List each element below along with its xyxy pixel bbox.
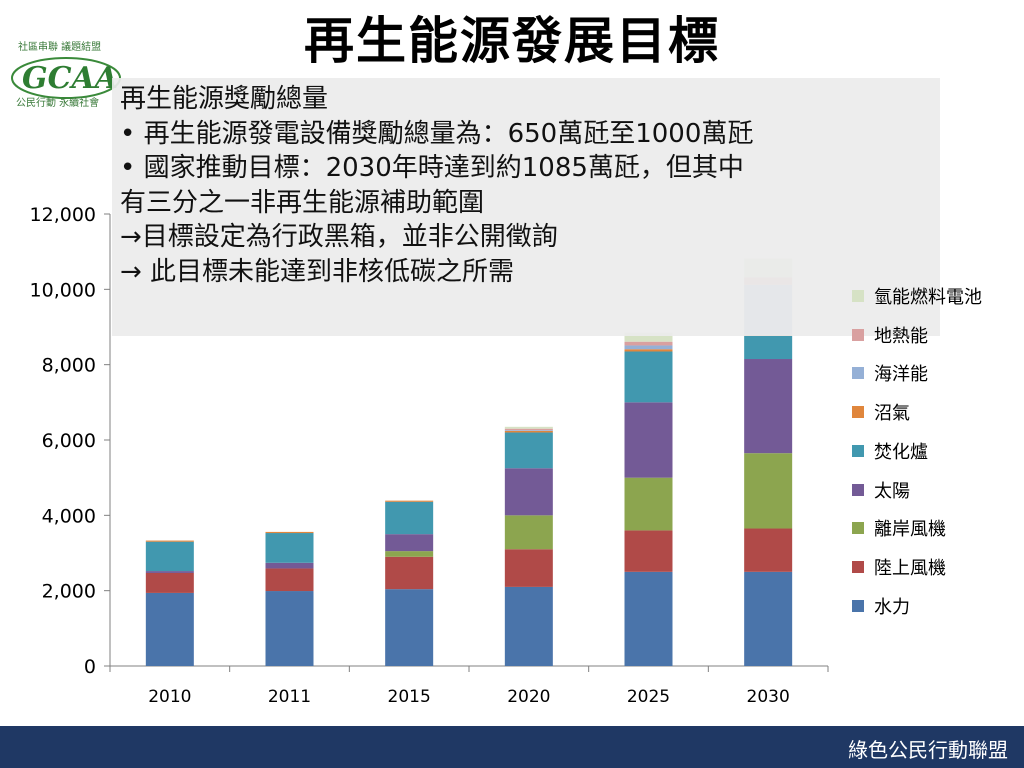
bar-segment <box>504 432 553 469</box>
bar-segment <box>504 430 553 431</box>
legend-label: 地熱能 <box>874 325 928 347</box>
bar-segment <box>385 556 434 590</box>
legend-label: 太陽 <box>874 480 910 502</box>
overlay-line: 有三分之一非再生能源補助範圍 <box>120 187 485 218</box>
bar-segment <box>624 332 673 342</box>
bar-segment <box>504 515 553 550</box>
bar-segment <box>744 335 793 360</box>
legend-item: 焚化爐 <box>852 439 928 463</box>
footer-org-name: 綠色公民行動聯盟 <box>848 738 1008 762</box>
bar-segment <box>624 530 673 572</box>
legend-item: 太陽 <box>852 478 910 502</box>
y-tick-label: 12,000 <box>30 204 96 226</box>
bar-segment <box>265 562 314 569</box>
legend-swatch <box>852 444 864 457</box>
bar-segment <box>265 533 314 563</box>
overlay-line: • 再生能源發電設備獎勵總量為：650萬瓩至1000萬瓩 <box>120 118 754 149</box>
bar-segment <box>145 592 194 666</box>
y-tick-label: 4,000 <box>42 505 96 527</box>
bar-segment <box>385 501 434 535</box>
bar-segment <box>504 428 553 431</box>
bar-segment <box>265 568 314 592</box>
legend-label: 離岸風機 <box>874 519 946 541</box>
bar-segment <box>624 341 673 346</box>
bar-segment <box>504 430 553 433</box>
legend-item: 地熱能 <box>852 323 928 347</box>
x-tick-label: 2025 <box>627 687 670 707</box>
y-tick-label: 0 <box>84 656 96 678</box>
bar-segment <box>385 500 434 502</box>
legend-swatch <box>852 406 864 419</box>
overlay-line: • 國家推動目標：2030年時達到約1085萬瓩，但其中 <box>120 153 744 183</box>
overlay-line: → 此目標未能達到非核低碳之所需 <box>120 256 515 287</box>
legend-swatch <box>852 367 864 380</box>
legend-swatch <box>852 483 864 496</box>
legend-swatch <box>852 560 864 573</box>
bar-segment <box>624 349 673 352</box>
legend-label: 沼氣 <box>874 403 910 425</box>
x-tick-label: 2010 <box>148 687 191 707</box>
bar-segment <box>145 572 194 593</box>
bar-segment <box>145 541 194 572</box>
bar-segment <box>265 591 314 666</box>
legend-item: 離岸風機 <box>852 516 946 540</box>
y-tick-label: 2,000 <box>42 581 96 603</box>
page-title: 再生能源發展目標 <box>304 12 720 70</box>
legend-label: 焚化爐 <box>874 441 928 463</box>
legend-item: 水力 <box>852 594 910 618</box>
x-tick-label: 2011 <box>268 687 311 707</box>
bar-segment <box>385 534 434 552</box>
legend-swatch <box>852 290 864 302</box>
y-tick-label: 8,000 <box>42 355 96 377</box>
legend-label: 海洋能 <box>874 364 928 386</box>
bar-segment <box>624 345 673 350</box>
legend-item: 海洋能 <box>852 361 928 385</box>
bar-segment <box>504 426 553 429</box>
legend-label: 陸上風機 <box>874 557 946 579</box>
svg-text:公民行動 永續社會: 公民行動 永續社會 <box>16 96 99 108</box>
svg-text:GCAA: GCAA <box>22 61 118 96</box>
y-tick-label: 10,000 <box>30 279 96 301</box>
bar-segment <box>385 551 434 557</box>
bar-segment <box>744 528 793 572</box>
bar-segment <box>744 359 793 454</box>
svg-text:社區串聯 議題結盟: 社區串聯 議題結盟 <box>18 40 101 53</box>
bar-segment <box>385 589 434 666</box>
bar-segment <box>504 468 553 516</box>
legend-swatch <box>852 522 864 535</box>
bar-segment <box>624 351 673 403</box>
bar-segment <box>624 402 673 478</box>
bar-segment <box>145 571 194 573</box>
x-tick-label: 2030 <box>747 687 790 707</box>
bar-segment <box>624 477 673 531</box>
y-tick-label: 6,000 <box>42 430 96 452</box>
bar-segment <box>265 531 314 534</box>
bar-segment <box>624 571 673 666</box>
overlay-heading: 再生能源獎勵總量 <box>120 84 329 114</box>
legend-item: 氫能燃料電池 <box>852 284 982 308</box>
legend-swatch <box>852 599 864 612</box>
bar-segment <box>145 540 194 542</box>
text-overlay-box: 再生能源獎勵總量 • 再生能源發電設備獎勵總量為：650萬瓩至1000萬瓩 • … <box>112 78 940 336</box>
legend-label: 氫能燃料電池 <box>874 287 982 308</box>
footer-bar: 綠色公民行動聯盟 <box>0 726 1024 768</box>
bar-segment <box>744 571 793 666</box>
x-tick-label: 2020 <box>507 687 550 707</box>
legend-item: 陸上風機 <box>852 555 946 579</box>
bar-segment <box>744 453 793 529</box>
legend-swatch <box>852 328 864 341</box>
bar-segment <box>504 586 553 666</box>
legend-label: 水力 <box>874 596 910 618</box>
legend-item: 沼氣 <box>852 400 910 424</box>
bar-segment <box>504 549 553 587</box>
overlay-line: →目標設定為行政黑箱，並非公開徵詢 <box>120 222 558 252</box>
x-tick-label: 2015 <box>388 687 431 707</box>
